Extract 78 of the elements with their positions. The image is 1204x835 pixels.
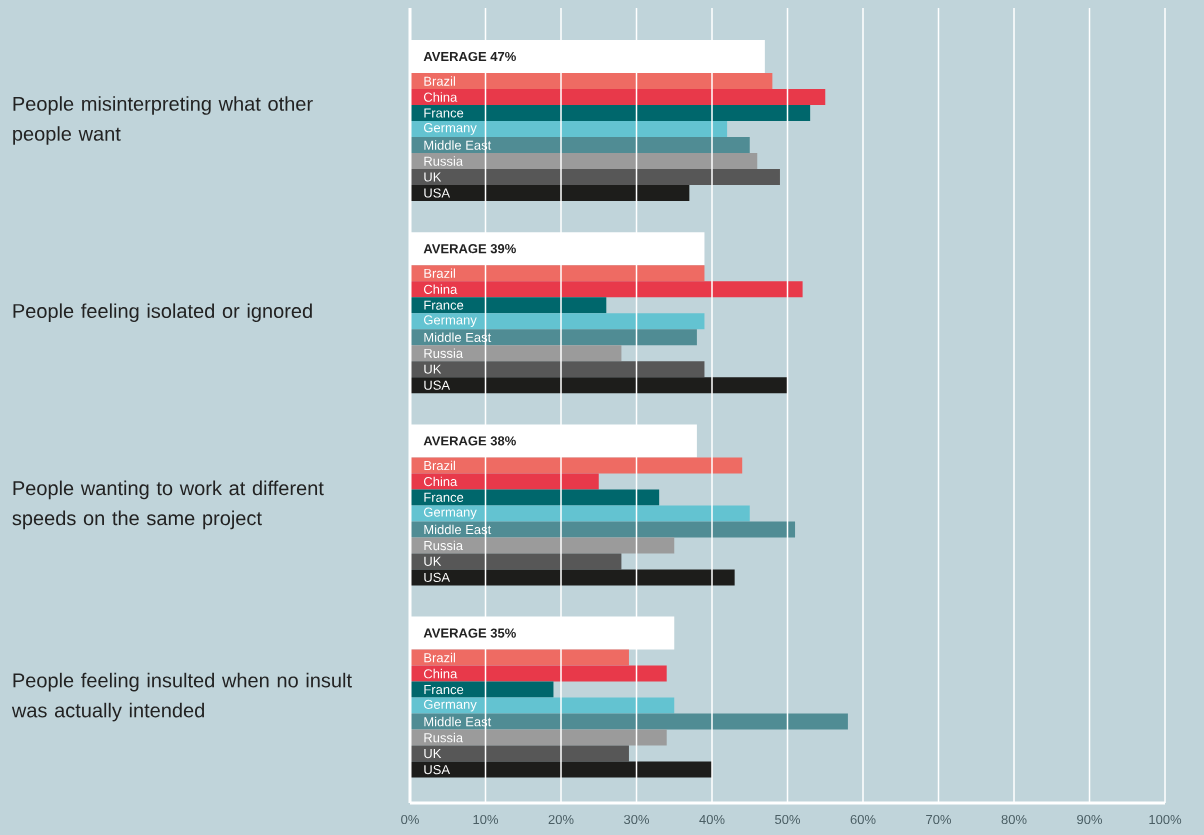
series-label: Germany	[423, 123, 477, 135]
bar	[410, 73, 773, 89]
series-label: France	[424, 108, 464, 118]
text: Brazil	[424, 76, 455, 86]
text: UK	[424, 364, 442, 374]
series-label: Brazil	[424, 652, 455, 663]
text: China	[423, 92, 458, 102]
bar	[410, 313, 705, 330]
bar	[410, 265, 705, 282]
text: Germany	[423, 699, 477, 712]
bar	[410, 713, 848, 730]
bar	[410, 665, 667, 682]
y-tick-label: People feeling isolated or ignored	[13, 303, 312, 323]
bar	[410, 137, 750, 153]
bar	[410, 489, 660, 506]
bar	[410, 505, 750, 522]
bar	[410, 105, 811, 122]
bar	[410, 681, 554, 698]
text: Russia	[424, 156, 464, 166]
bar	[410, 185, 690, 201]
bar	[410, 569, 735, 586]
x-tick-label: 30%	[623, 814, 650, 825]
series-label: Russia	[424, 348, 464, 358]
bar	[410, 553, 622, 570]
x-tick-label: 60%	[850, 814, 876, 825]
series-label: USA	[424, 765, 451, 775]
data-label: AVERAGE 35%	[423, 628, 516, 638]
text: China	[423, 476, 458, 487]
text: Brazil	[424, 460, 455, 471]
bar	[410, 377, 788, 394]
bar	[410, 329, 697, 346]
bar	[410, 521, 796, 538]
text: USA	[424, 572, 451, 582]
x-tick-label: 40%	[699, 814, 725, 825]
bar	[410, 457, 743, 474]
text: Germany	[423, 507, 477, 520]
text: Germany	[423, 315, 477, 328]
text: China	[423, 668, 458, 679]
data-label: AVERAGE 39%	[423, 244, 516, 254]
text: France	[424, 492, 464, 502]
text: UK	[424, 556, 442, 566]
text: Russia	[424, 732, 464, 743]
y-tick-label: People wanting to work at different speeds on the same project	[12, 480, 324, 530]
series-label: UK	[424, 749, 442, 759]
text: UK	[424, 172, 442, 182]
x-tick-label: 20%	[548, 814, 574, 825]
bar	[410, 745, 629, 762]
bar	[410, 297, 607, 314]
x-tick-label: 0%	[401, 814, 419, 825]
x-tick-label: 70%	[926, 814, 952, 825]
bar	[410, 473, 599, 490]
bar	[410, 361, 705, 378]
bar	[410, 153, 758, 169]
bar	[410, 761, 712, 778]
bar	[410, 697, 675, 714]
text: France	[424, 300, 464, 310]
x-tick-label: 90%	[1077, 814, 1103, 825]
x-tick-label: 10%	[473, 814, 499, 825]
text: USA	[424, 188, 451, 198]
bar	[410, 169, 780, 185]
text: Russia	[424, 540, 464, 551]
text: France	[424, 685, 464, 695]
bar	[410, 89, 826, 105]
data-label: AVERAGE 47%	[423, 51, 516, 62]
text: USA	[424, 380, 451, 390]
bar	[410, 729, 667, 746]
series-label: China	[423, 284, 458, 294]
bar	[410, 121, 728, 137]
bar	[410, 281, 803, 298]
bar	[410, 537, 675, 554]
x-tick-label: 80%	[1001, 814, 1027, 825]
x-tick-label: 100%	[1149, 814, 1182, 825]
x-tick-label: 50%	[775, 814, 801, 825]
bar	[410, 345, 622, 362]
data-label: AVERAGE 38%	[423, 436, 516, 446]
y-tick-label: People feeling insulted when no insult was actually intended	[11, 672, 352, 722]
y-tick-label: People misinterpreting what other people want	[13, 96, 313, 145]
text: Brazil	[424, 268, 455, 278]
